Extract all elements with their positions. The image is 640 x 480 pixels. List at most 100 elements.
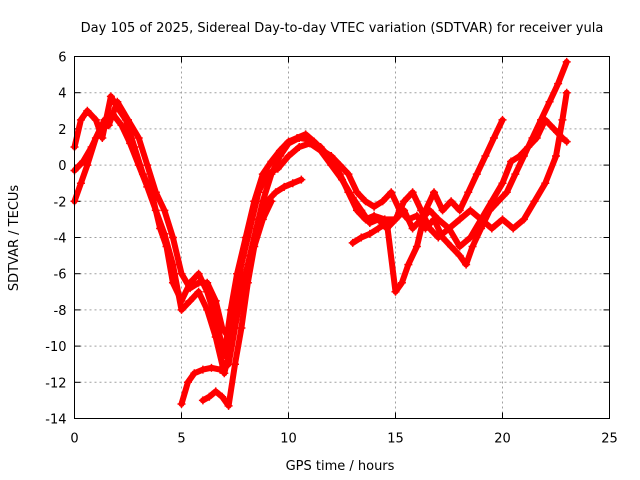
x-tick-label: 15: [387, 432, 404, 447]
data-point: [412, 211, 421, 220]
data-point: [96, 124, 105, 133]
data-point: [447, 242, 456, 251]
data-point: [541, 179, 550, 188]
data-point: [254, 188, 263, 197]
y-tick-label: 2: [58, 123, 66, 138]
data-point: [273, 164, 282, 173]
data-point: [106, 92, 115, 101]
data-point: [297, 175, 306, 184]
data-point: [344, 170, 353, 179]
data-point: [117, 121, 126, 130]
data-point: [357, 206, 366, 215]
y-tick-label: -8: [54, 304, 67, 319]
data-point: [284, 139, 293, 148]
data-point: [91, 115, 100, 124]
x-tick-label: 25: [601, 432, 618, 447]
data-point: [562, 137, 571, 146]
x-tick-labels: 0 5 10 15 20 25: [70, 432, 617, 447]
data-point: [218, 392, 227, 401]
data-point: [231, 360, 239, 369]
data-point: [183, 378, 192, 387]
y-tick-label: -4: [54, 232, 67, 247]
data-point: [186, 296, 195, 305]
data-point: [288, 179, 297, 188]
data-point: [237, 324, 246, 332]
data-point: [198, 396, 207, 405]
data-point: [151, 188, 160, 197]
data-point: [186, 284, 195, 293]
data-point: [468, 242, 477, 251]
data-point: [338, 175, 346, 184]
data-point: [100, 115, 109, 124]
data-point: [275, 152, 284, 161]
data-point: [378, 197, 387, 206]
data-point: [524, 143, 533, 151]
chart-title: Day 105 of 2025, Sidereal Day-to-day VTE…: [81, 21, 604, 36]
data-point: [554, 79, 563, 88]
data-point: [267, 197, 276, 206]
x-tick-label: 5: [177, 432, 185, 447]
data-point: [466, 233, 475, 242]
y-tick-label: -14: [45, 413, 66, 428]
data-point: [211, 333, 220, 342]
data-point: [263, 170, 272, 179]
data-point: [177, 269, 186, 278]
data-point: [430, 188, 439, 197]
series-trace-4: [178, 176, 305, 407]
data-point: [365, 229, 374, 238]
data-point: [76, 179, 85, 188]
y-axis-label: SDTVAR / TECUs: [7, 185, 22, 292]
data-point: [280, 182, 289, 191]
data-point: [374, 224, 383, 233]
data-point: [168, 233, 177, 242]
data-point: [316, 146, 325, 155]
data-point: [498, 179, 507, 188]
data-point: [124, 115, 132, 124]
data-point: [237, 260, 246, 269]
data-point: [455, 242, 464, 251]
data-point: [519, 215, 528, 224]
data-point: [487, 197, 496, 206]
data-point: [434, 233, 443, 242]
data-point: [515, 152, 524, 161]
data-point: [408, 224, 417, 233]
data-point: [151, 206, 160, 215]
data-point: [220, 369, 229, 378]
data-point: [295, 143, 304, 151]
y-tick-label: -2: [54, 195, 67, 210]
data-point: [421, 206, 430, 215]
data-point: [498, 215, 507, 224]
data-point: [104, 121, 113, 130]
data-point: [327, 161, 336, 170]
data-point: [498, 115, 507, 124]
data-point: [194, 269, 203, 278]
y-tick-label: -10: [45, 340, 66, 355]
data-point: [271, 188, 280, 197]
data-point: [194, 287, 203, 296]
data-point: [224, 401, 233, 410]
data-point: [348, 238, 357, 247]
data-point: [361, 197, 370, 206]
data-point: [87, 143, 96, 151]
data-point: [250, 242, 259, 251]
x-tick-label: 10: [280, 432, 297, 447]
data-point: [404, 260, 413, 269]
data-point: [545, 97, 554, 106]
data-point: [83, 161, 92, 170]
data-point: [177, 400, 186, 409]
x-tick-label: 20: [494, 432, 511, 447]
data-point: [445, 224, 453, 233]
data-point: [400, 197, 409, 206]
y-tick-label: 4: [58, 87, 66, 102]
data-point: [218, 324, 227, 332]
plot-frame: [74, 56, 610, 419]
y-tick-label: -6: [54, 268, 67, 283]
data-point: [481, 152, 490, 161]
data-point: [160, 229, 169, 238]
data-point: [168, 260, 177, 269]
data-point: [284, 152, 293, 161]
data-point: [295, 133, 304, 142]
data-point: [487, 224, 496, 233]
data-point: [348, 193, 357, 202]
data-point: [477, 215, 486, 224]
